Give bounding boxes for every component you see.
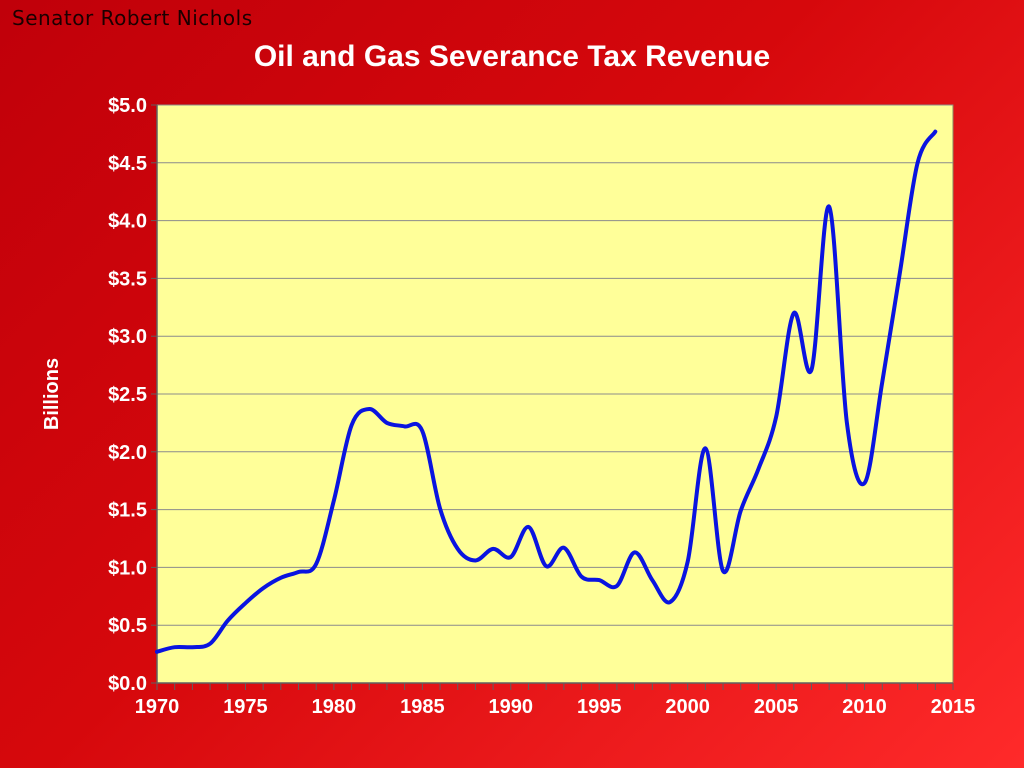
x-tick-label: 2010 xyxy=(842,696,887,718)
x-tick-label: 1980 xyxy=(312,696,357,718)
x-tick-label: 1990 xyxy=(489,696,534,718)
chart-title: Oil and Gas Severance Tax Revenue xyxy=(253,40,771,73)
x-tick-label: 2000 xyxy=(665,696,710,718)
x-tick-label: 1985 xyxy=(400,696,445,718)
y-tick-label: $2.5 xyxy=(108,384,147,406)
y-tick-label: $2.0 xyxy=(108,442,147,464)
series-line-revenue xyxy=(155,129,938,654)
y-tick-label: $4.5 xyxy=(108,153,147,175)
y-tick-label: $1.0 xyxy=(108,557,147,579)
y-axis-label: Billions xyxy=(41,358,63,430)
x-tick-label: 1975 xyxy=(223,696,268,718)
y-tick-label: $1.5 xyxy=(108,500,147,522)
x-tick-label: 2015 xyxy=(931,696,976,718)
y-tick-label: $3.5 xyxy=(108,268,147,290)
y-tick-label: $5.0 xyxy=(108,95,147,117)
y-tick-label: $4.0 xyxy=(108,211,147,233)
y-tick-label: $0.5 xyxy=(108,615,147,637)
y-tick-label: $0.0 xyxy=(108,673,147,695)
x-tick-label: 2005 xyxy=(754,696,799,718)
y-tick-label: $3.0 xyxy=(108,326,147,348)
x-tick-label: 1995 xyxy=(577,696,622,718)
presenter-name: Senator Robert Nichols xyxy=(12,6,253,30)
x-tick-label: 1970 xyxy=(135,696,180,718)
